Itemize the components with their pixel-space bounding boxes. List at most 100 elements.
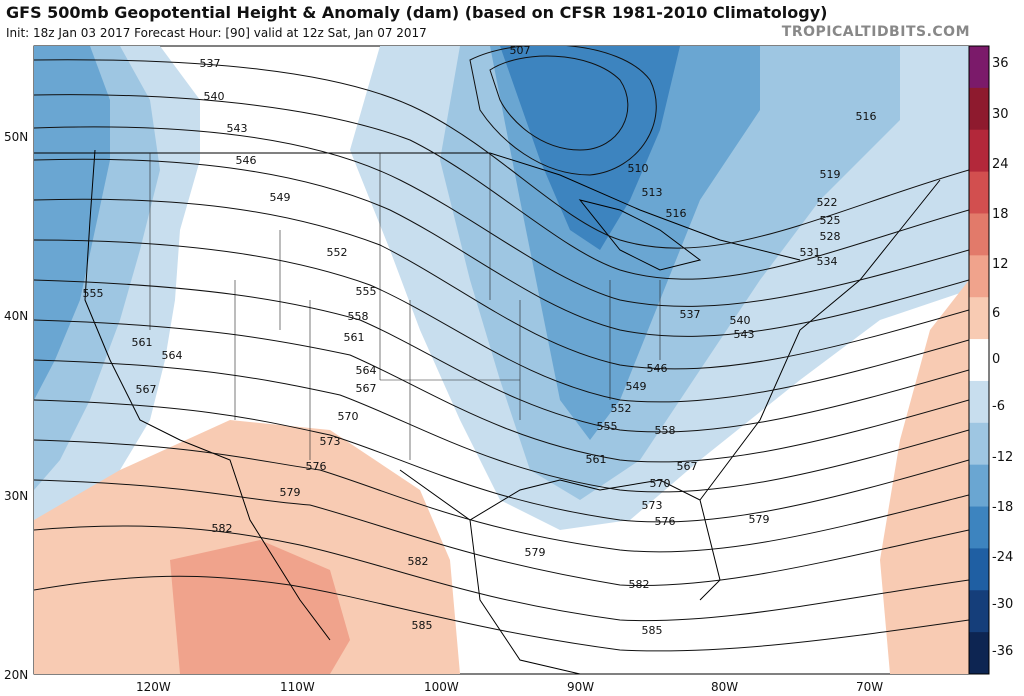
contour-label: 573 [642, 499, 663, 512]
contour-label: 510 [628, 162, 649, 175]
contour-label: 555 [356, 285, 377, 298]
colorbar-label: -36 [992, 644, 1014, 659]
contour [34, 399, 969, 523]
contour-label: 552 [611, 402, 632, 415]
anomaly-blue-east-deep [500, 46, 680, 250]
anomaly-red-atlantic [880, 280, 969, 674]
colorbar-swatch [969, 548, 989, 591]
contour-label: 567 [136, 383, 157, 396]
colorbar-label: 30 [992, 107, 1009, 122]
lon-label: 110W [280, 680, 315, 694]
contour-label: 585 [642, 624, 663, 637]
colorbar-label: 24 [992, 157, 1009, 172]
colorbar-label: -18 [992, 500, 1014, 515]
colorbar-frame [968, 45, 990, 675]
lon-label: 80W [711, 680, 739, 694]
contour [34, 575, 969, 652]
contour [489, 55, 629, 151]
contour-label: 528 [820, 230, 841, 243]
colorbar-swatch [969, 171, 989, 214]
us-coastline-west [84, 149, 331, 641]
contour-label: 579 [280, 486, 301, 499]
contour-label: 513 [642, 186, 663, 199]
contour-label: 552 [327, 246, 348, 259]
contour [34, 239, 969, 403]
lat-label: 40N [4, 309, 29, 323]
contour-label: 579 [749, 513, 770, 526]
colorbar-swatch [969, 297, 989, 340]
height-contours [34, 46, 969, 652]
colorbar-label: -24 [992, 550, 1014, 565]
contour-labels: 537 540 543 546 549 552 555 555 558 561 … [83, 44, 877, 637]
contour-label: 543 [227, 122, 248, 135]
contour-label: 558 [655, 424, 676, 437]
colorbar-swatch [969, 632, 989, 675]
contour-label: 531 [800, 246, 821, 259]
us-east-coast [699, 179, 941, 501]
contour [469, 46, 657, 176]
colorbar-swatch [969, 129, 989, 173]
colorbar-swatch [969, 464, 989, 508]
colorbar-swatch [969, 506, 989, 549]
contour [34, 198, 969, 370]
contour-label: 546 [647, 362, 668, 375]
contour-label: 573 [320, 435, 341, 448]
contour-label: 540 [204, 90, 225, 103]
contour [34, 359, 969, 493]
lon-label: 70W [856, 680, 884, 694]
lon-label: 90W [567, 680, 595, 694]
contour-label: 570 [650, 477, 671, 490]
contour-label: 585 [412, 619, 433, 632]
contour-label: 555 [83, 287, 104, 300]
map-title: GFS 500mb Geopotential Height & Anomaly … [6, 3, 828, 22]
colorbar-label: -12 [992, 450, 1014, 465]
contour-label: 561 [344, 331, 365, 344]
lon-label: 120W [136, 680, 171, 694]
contour-label: 555 [597, 420, 618, 433]
contour-label: 582 [212, 522, 233, 535]
colorbar-swatch [969, 87, 989, 131]
colorbar-swatch [969, 422, 989, 466]
contour [34, 439, 969, 553]
colorbar-swatch [969, 380, 989, 424]
colorbar [968, 45, 990, 675]
contour-label: 549 [270, 191, 291, 204]
us-canada-border [34, 152, 801, 261]
contour-label: 582 [629, 578, 650, 591]
contour-label: 522 [817, 196, 838, 209]
lat-label: 30N [4, 489, 29, 503]
contour-label: 540 [730, 314, 751, 327]
contour-label: 564 [162, 349, 183, 362]
state-lines [149, 153, 661, 460]
contour-label: 576 [306, 460, 327, 473]
contour [34, 525, 969, 622]
contour-label: 543 [734, 328, 755, 341]
contour-label: 567 [677, 460, 698, 473]
contour-label: 519 [820, 168, 841, 181]
contour-label: 579 [525, 546, 546, 559]
contour-label: 567 [356, 382, 377, 395]
colorbar-label: -6 [992, 399, 1005, 414]
contour-label: 561 [132, 336, 153, 349]
map-subtitle: Init: 18z Jan 03 2017 Forecast Hour: [90… [6, 26, 427, 40]
contour [34, 59, 969, 249]
contour-label: 507 [510, 44, 531, 57]
anomaly-blue-west-core [34, 46, 110, 400]
contour-label: 549 [626, 380, 647, 393]
colorbar-swatch [969, 46, 989, 89]
contour [34, 94, 969, 280]
colorbar-label: -30 [992, 597, 1014, 612]
brand-logo: TROPICALTIDBITS.COM [781, 24, 970, 40]
contour [34, 279, 969, 433]
great-lakes [578, 199, 702, 271]
colorbar-label: 6 [992, 306, 1001, 321]
contour-label: 561 [586, 453, 607, 466]
contour [34, 479, 969, 587]
contour-label: 570 [338, 410, 359, 423]
lon-label: 100W [424, 680, 459, 694]
contour-label: 576 [655, 515, 676, 528]
colorbar-swatch [969, 213, 989, 256]
lat-label: 20N [4, 668, 29, 682]
lat-label: 50N [4, 130, 29, 144]
